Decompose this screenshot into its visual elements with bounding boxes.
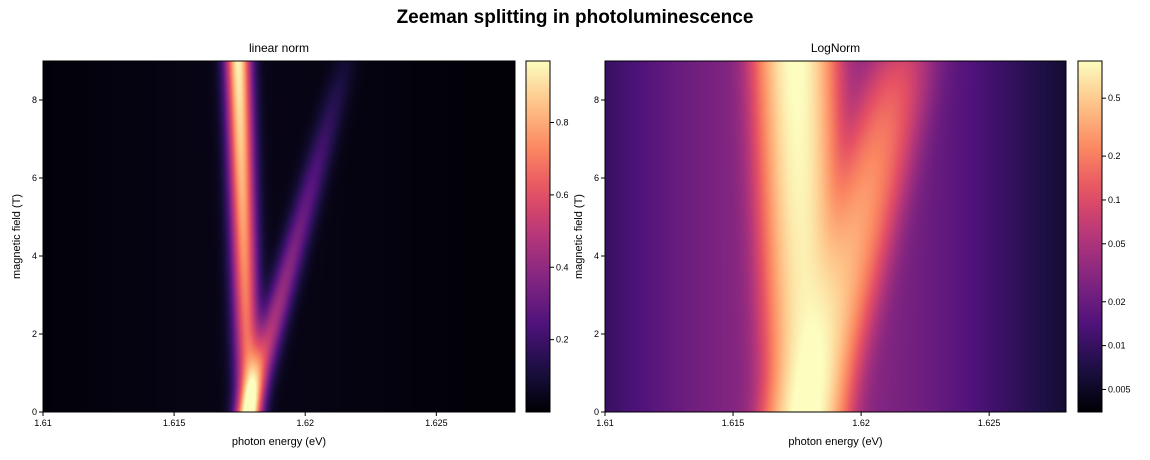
y-tick-label: 4: [594, 251, 599, 261]
x-tick-label: 1.625: [978, 418, 1001, 428]
y-tick-label: 0: [594, 407, 599, 417]
x-tick-label: 1.62: [296, 418, 314, 428]
colorbar-tick-label: 0.2: [1108, 151, 1121, 161]
heatmap-image: [605, 61, 1066, 412]
y-axis-label: magnetic field (T): [573, 194, 585, 279]
colorbar-tick-label: 0.4: [556, 262, 569, 272]
y-tick-label: 0: [32, 407, 37, 417]
x-tick-label: 1.615: [163, 418, 186, 428]
colorbar-tick-label: 0.2: [556, 335, 569, 345]
x-tick-label: 1.625: [425, 418, 448, 428]
y-tick-label: 4: [32, 251, 37, 261]
y-tick-label: 8: [594, 95, 599, 105]
figure-title: Zeeman splitting in photoluminescence: [397, 7, 754, 28]
heatmap-image: [43, 61, 515, 412]
plot-frame: [604, 60, 1067, 413]
x-axis-label: photon energy (eV): [232, 436, 326, 448]
y-axis-label: magnetic field (T): [11, 194, 23, 279]
x-tick-label: 1.61: [596, 418, 614, 428]
colorbar: [1077, 60, 1103, 413]
y-tick-label: 6: [32, 173, 37, 183]
colorbar: [525, 60, 551, 413]
y-tick-label: 2: [594, 329, 599, 339]
y-tick-label: 6: [594, 173, 599, 183]
colorbar-tick-label: 0.01: [1108, 341, 1126, 351]
subplot-title: linear norm: [249, 41, 309, 55]
plot-frame: [42, 60, 516, 413]
colorbar-tick-label: 0.005: [1108, 384, 1131, 394]
x-tick-label: 1.62: [852, 418, 870, 428]
panel-linear-norm: linear norm 1.61 1.615 1.62 1.625 0 2 4 6 8 photon…: [11, 41, 569, 448]
x-tick-label: 1.61: [34, 418, 52, 428]
y-tick-label: 8: [32, 95, 37, 105]
colorbar-tick-label: 0.05: [1108, 239, 1126, 249]
colorbar-tick-label: 0.8: [556, 118, 569, 128]
panel-lognorm: LogNorm 1.61 1.615 1.62 1.625 0 2 4 6 8 photon ene…: [573, 41, 1131, 448]
colorbar-tick-label: 0.6: [556, 190, 569, 200]
colorbar-tick-label: 0.02: [1108, 297, 1126, 307]
colorbar-tick-label: 0.5: [1108, 93, 1121, 103]
colorbar-tick-label: 0.1: [1108, 195, 1121, 205]
y-tick-label: 2: [32, 329, 37, 339]
subplot-title: LogNorm: [811, 41, 860, 55]
x-tick-label: 1.615: [722, 418, 745, 428]
x-axis-label: photon energy (eV): [788, 436, 882, 448]
